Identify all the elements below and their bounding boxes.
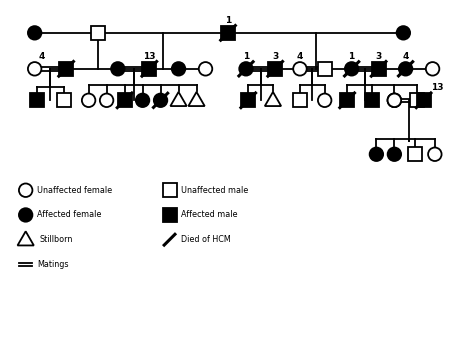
Circle shape bbox=[82, 94, 95, 107]
Bar bbox=[365, 94, 379, 107]
Text: 1: 1 bbox=[243, 52, 249, 61]
Text: 1: 1 bbox=[225, 16, 231, 25]
Circle shape bbox=[28, 62, 41, 75]
Bar bbox=[142, 62, 156, 76]
Circle shape bbox=[397, 26, 410, 39]
Circle shape bbox=[318, 94, 331, 107]
Bar bbox=[221, 26, 235, 40]
Text: Affected female: Affected female bbox=[37, 210, 101, 219]
Text: 4: 4 bbox=[402, 52, 409, 61]
Circle shape bbox=[388, 94, 401, 107]
Text: 4: 4 bbox=[297, 52, 303, 61]
Bar bbox=[163, 208, 176, 222]
Bar bbox=[268, 62, 282, 76]
Text: Stillborn: Stillborn bbox=[40, 235, 73, 244]
Bar bbox=[417, 94, 430, 107]
Circle shape bbox=[100, 94, 113, 107]
Circle shape bbox=[199, 62, 212, 75]
Text: 4: 4 bbox=[38, 52, 45, 61]
Circle shape bbox=[136, 94, 149, 107]
Bar bbox=[293, 94, 307, 107]
Bar bbox=[318, 62, 332, 76]
Circle shape bbox=[388, 148, 401, 161]
Bar bbox=[241, 94, 255, 107]
Circle shape bbox=[28, 26, 41, 39]
Text: 1: 1 bbox=[348, 52, 355, 61]
Bar bbox=[57, 94, 71, 107]
Circle shape bbox=[111, 62, 125, 75]
Bar bbox=[372, 62, 386, 76]
Circle shape bbox=[388, 94, 401, 107]
Bar bbox=[163, 183, 176, 197]
Circle shape bbox=[370, 148, 383, 161]
Circle shape bbox=[19, 184, 32, 197]
Bar bbox=[30, 94, 44, 107]
Bar bbox=[340, 94, 354, 107]
Circle shape bbox=[172, 62, 185, 75]
Text: Affected male: Affected male bbox=[181, 210, 237, 219]
Circle shape bbox=[239, 62, 253, 75]
Text: Matings: Matings bbox=[37, 260, 68, 269]
Circle shape bbox=[154, 94, 167, 107]
Text: 3: 3 bbox=[272, 52, 278, 61]
Bar bbox=[118, 94, 132, 107]
Circle shape bbox=[426, 62, 439, 75]
Text: Died of HCM: Died of HCM bbox=[181, 235, 230, 244]
Text: Unaffected male: Unaffected male bbox=[181, 186, 248, 195]
Circle shape bbox=[293, 62, 307, 75]
Circle shape bbox=[388, 94, 401, 107]
Circle shape bbox=[19, 208, 32, 222]
Bar bbox=[91, 26, 105, 40]
Text: Unaffected female: Unaffected female bbox=[37, 186, 112, 195]
Text: 3: 3 bbox=[375, 52, 382, 61]
Text: 13: 13 bbox=[431, 83, 443, 92]
Circle shape bbox=[428, 148, 442, 161]
Bar bbox=[59, 62, 73, 76]
Text: 13: 13 bbox=[143, 52, 155, 61]
Bar bbox=[410, 94, 424, 107]
Bar bbox=[408, 147, 421, 161]
Circle shape bbox=[399, 62, 412, 75]
Circle shape bbox=[345, 62, 358, 75]
